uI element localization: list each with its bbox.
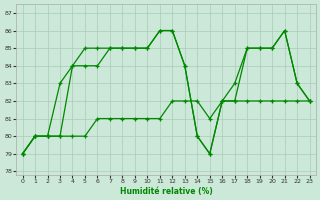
X-axis label: Humidité relative (%): Humidité relative (%) [120,187,212,196]
